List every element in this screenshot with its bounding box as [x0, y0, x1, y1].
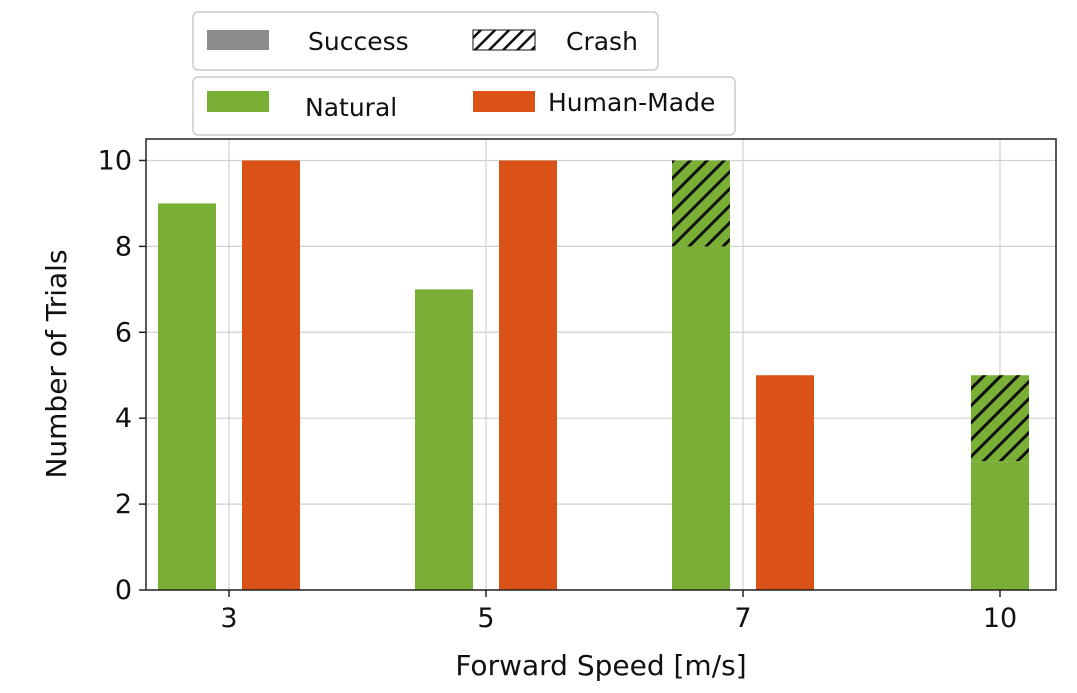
y-tick-label-2: 2 [115, 489, 132, 520]
y-axis-title: Number of Trials [40, 249, 73, 478]
bar-human-made-success-7 [756, 375, 814, 590]
y-tick-label-4: 4 [115, 403, 132, 434]
x-axis-ticks: 3 5 7 10 [220, 590, 1017, 634]
legend-outcome: Success Crash [192, 11, 659, 71]
legend-success-swatch [207, 30, 269, 50]
bar-human-made-success-3 [242, 160, 300, 590]
y-axis-ticks: 0 2 4 6 8 10 [98, 145, 146, 606]
y-tick-label-8: 8 [115, 231, 132, 262]
plot-area-frame [145, 138, 1057, 591]
x-tick-label-7: 7 [734, 603, 751, 634]
x-tick-label-10: 10 [983, 603, 1017, 634]
bar-natural-success-7 [672, 246, 730, 590]
bar-natural-crash-7 [672, 160, 730, 247]
bar-natural-success-10 [971, 461, 1029, 590]
legend-success-label: Success [308, 27, 409, 56]
legend-outcome-frame [192, 11, 659, 71]
y-tick-label-10: 10 [98, 145, 132, 176]
bar-human-made-success-5 [499, 160, 557, 590]
legend-human-made-label: Human-Made [548, 88, 715, 117]
x-tick-label-5: 5 [477, 603, 494, 634]
legend-crash-swatch [472, 29, 536, 51]
x-axis-title: Forward Speed [m/s] [455, 649, 746, 682]
bars [158, 160, 1029, 590]
legend-environment-frame [192, 76, 736, 136]
bar-natural-crash-10 [971, 375, 1029, 462]
legend-natural-swatch [207, 91, 269, 112]
legend-natural-label: Natural [305, 93, 397, 122]
y-tick-label-0: 0 [115, 575, 132, 606]
legend-human-made-swatch [473, 91, 535, 112]
y-tick-label-6: 6 [115, 317, 132, 348]
bar-natural-success-3 [158, 203, 216, 590]
legend-environment: Natural Human-Made [192, 76, 736, 136]
x-tick-label-3: 3 [220, 603, 237, 634]
bar-natural-success-5 [415, 289, 473, 590]
legend-crash-label: Crash [566, 27, 638, 56]
